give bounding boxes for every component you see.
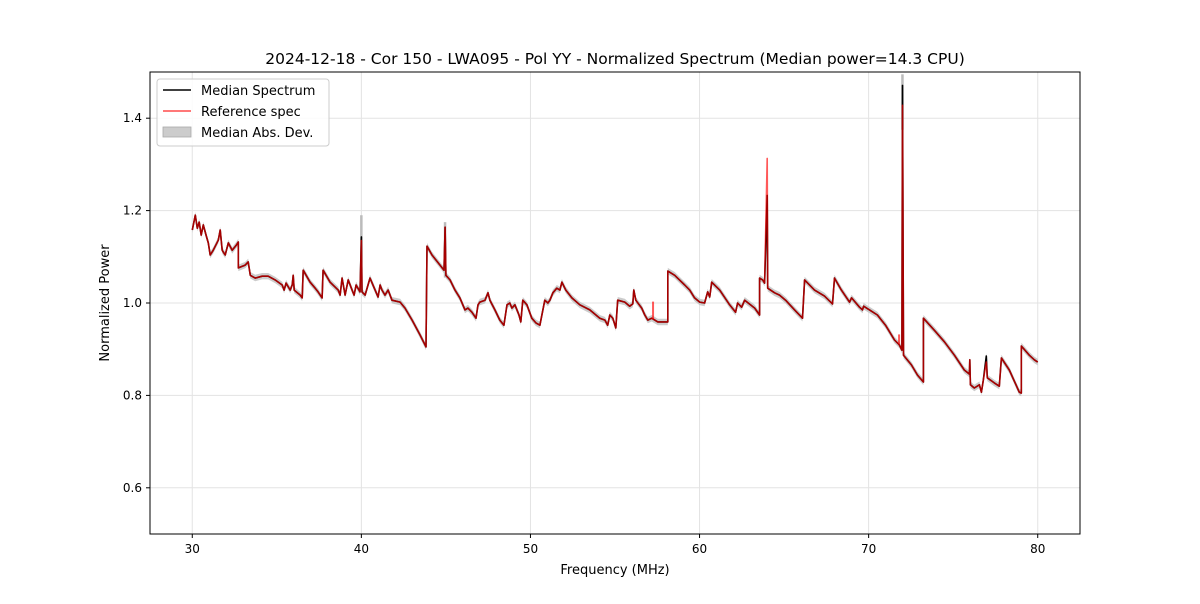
- x-tick-label: 70: [861, 542, 876, 556]
- y-tick-label: 0.6: [123, 481, 142, 495]
- x-tick-label: 40: [354, 542, 369, 556]
- y-axis-ticks: 0.6 0.8 1.0 1.2 1.4: [123, 111, 150, 495]
- legend: Median Spectrum Reference spec Median Ab…: [156, 78, 330, 147]
- x-tick-label: 30: [185, 542, 200, 556]
- x-tick-label: 80: [1030, 542, 1045, 556]
- plot-area: [191, 74, 1039, 397]
- grid: [150, 72, 1080, 534]
- legend-label-reference: Reference spec: [201, 105, 301, 120]
- reference-extra-spikes: [652, 301, 901, 345]
- reference-spectrum-line: [191, 104, 1039, 394]
- y-tick-label: 1.0: [123, 296, 142, 310]
- x-axis-ticks: 30 40 50 60 70 80: [185, 534, 1045, 556]
- y-axis-label: Normalized Power: [98, 244, 113, 362]
- y-tick-label: 1.2: [123, 204, 142, 218]
- x-axis-label: Frequency (MHz): [560, 563, 669, 578]
- y-tick-label: 1.4: [123, 111, 142, 125]
- legend-label-mad: Median Abs. Dev.: [201, 126, 313, 141]
- legend-swatch-mad: [162, 126, 192, 138]
- x-tick-label: 60: [692, 542, 707, 556]
- chart-title: 2024-12-18 - Cor 150 - LWA095 - Pol YY -…: [265, 50, 965, 68]
- x-tick-label: 50: [523, 542, 538, 556]
- legend-box: [156, 78, 330, 147]
- legend-label-median: Median Spectrum: [201, 84, 315, 99]
- y-tick-label: 0.8: [123, 388, 142, 402]
